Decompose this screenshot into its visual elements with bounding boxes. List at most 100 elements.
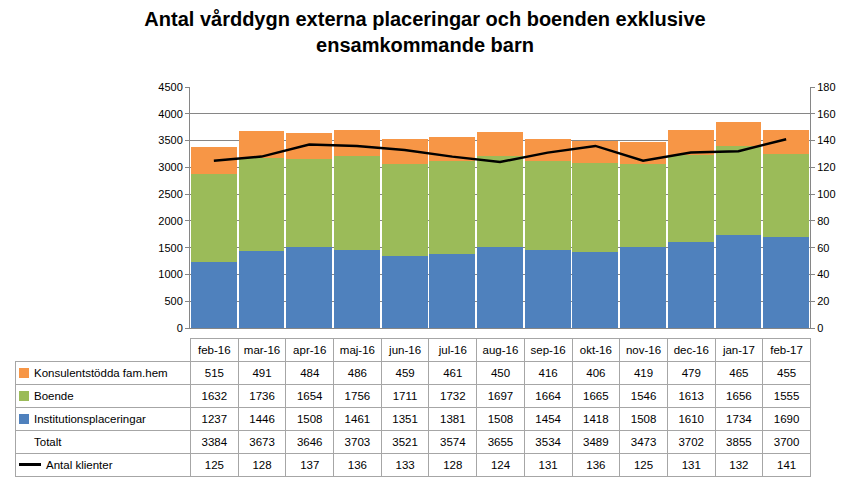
html-text:3473: 3473 [630, 436, 657, 448]
html-text:1446: 1446 [249, 413, 275, 425]
svg-text:3500: 3500 [158, 134, 182, 146]
html-text:1610: 1610 [678, 413, 704, 425]
svg-text:1500: 1500 [158, 242, 182, 254]
svg-text:4500: 4500 [158, 81, 182, 93]
html-text:1654: 1654 [296, 390, 323, 402]
html-text:1508: 1508 [296, 413, 323, 425]
html-text:1736: 1736 [249, 390, 275, 402]
svg-text:1000: 1000 [158, 268, 182, 280]
html-text:3702: 3702 [678, 436, 704, 448]
html-text:feb-16: feb-16 [198, 344, 231, 356]
html-text:Institutionsplaceringar: Institutionsplaceringar [34, 413, 146, 425]
html-text:3703: 3703 [344, 436, 371, 448]
svg-text:100: 100 [817, 188, 835, 200]
svg-text:180: 180 [817, 81, 835, 93]
html-text:459: 459 [395, 367, 415, 379]
html-text:486: 486 [347, 367, 367, 379]
html-text:1454: 1454 [535, 413, 561, 425]
html-text:419: 419 [633, 367, 654, 379]
html-text:416: 416 [538, 367, 558, 379]
html-text:1237: 1237 [201, 413, 228, 425]
html-text:1697: 1697 [487, 390, 514, 402]
html-text:mar-16: mar-16 [243, 344, 281, 356]
html-text:1381: 1381 [440, 413, 466, 425]
html-text:131: 131 [538, 459, 558, 471]
html-text:Antal vårddygn externa placeri: Antal vårddygn externa placeringar och b… [144, 8, 706, 56]
html-text:125: 125 [204, 459, 224, 471]
svg-text:2000: 2000 [158, 215, 182, 227]
html-text:128: 128 [443, 459, 463, 471]
svg-text:140: 140 [817, 134, 835, 146]
html-text:3700: 3700 [773, 436, 800, 448]
html-text:1665: 1665 [583, 390, 609, 402]
html-text:461: 461 [443, 367, 463, 379]
html-text:sep-16: sep-16 [530, 344, 566, 356]
html-text:apr-16: apr-16 [293, 344, 327, 356]
html-text:1664: 1664 [535, 390, 561, 402]
html-text:jun-16: jun-16 [389, 344, 422, 356]
html-text:1690: 1690 [773, 413, 800, 425]
html-text:1732: 1732 [440, 390, 466, 402]
html-text:3646: 3646 [296, 436, 323, 448]
html-text:133: 133 [395, 459, 415, 471]
html-text:455: 455 [777, 367, 797, 379]
html-text:maj-16: maj-16 [339, 344, 375, 356]
html-text:124: 124 [490, 459, 511, 471]
svg-text:60: 60 [817, 242, 829, 254]
html-text:1734: 1734 [726, 413, 752, 425]
svg-text:160: 160 [817, 108, 835, 120]
html-text:1613: 1613 [678, 390, 704, 402]
html-text:aug-16: aug-16 [482, 344, 519, 356]
html-text:3655: 3655 [487, 436, 514, 448]
html-text:Totalt: Totalt [34, 436, 62, 448]
html-text:1632: 1632 [201, 390, 228, 402]
html-text:3855: 3855 [726, 436, 752, 448]
html-text:dec-16: dec-16 [673, 344, 709, 356]
html-text:1418: 1418 [583, 413, 609, 425]
html-text:1555: 1555 [773, 390, 800, 402]
svg-text:0: 0 [817, 322, 823, 334]
svg-text:2500: 2500 [158, 188, 182, 200]
html-text:1546: 1546 [630, 390, 657, 402]
svg-text:120: 120 [817, 161, 835, 173]
html-text:feb-17: feb-17 [770, 344, 803, 356]
html-text:1756: 1756 [344, 390, 371, 402]
html-text:136: 136 [347, 459, 367, 471]
html-text:okt-16: okt-16 [579, 344, 612, 356]
svg-text:500: 500 [164, 295, 182, 307]
html-text:Boende: Boende [34, 390, 74, 402]
svg-text:20: 20 [817, 295, 829, 307]
html-text:3574: 3574 [440, 436, 466, 448]
html-text:484: 484 [300, 367, 320, 379]
html-text:406: 406 [586, 367, 606, 379]
html-text:1508: 1508 [630, 413, 657, 425]
svg-text:0: 0 [177, 322, 183, 334]
html-text:3489: 3489 [583, 436, 609, 448]
svg-text:80: 80 [817, 215, 829, 227]
html-text:nov-16: nov-16 [625, 344, 662, 356]
html-text:1461: 1461 [344, 413, 371, 425]
html-text:3673: 3673 [249, 436, 275, 448]
html-text:479: 479 [681, 367, 701, 379]
svg-text:4000: 4000 [158, 108, 182, 120]
svg-text:40: 40 [817, 268, 829, 280]
html-text:1351: 1351 [392, 413, 418, 425]
html-text:1508: 1508 [487, 413, 514, 425]
html-text:3521: 3521 [392, 436, 418, 448]
html-text:136: 136 [586, 459, 606, 471]
html-text:jan-17: jan-17 [722, 344, 755, 356]
html-text:515: 515 [204, 367, 224, 379]
svg-text:3000: 3000 [158, 161, 182, 173]
html-text:137: 137 [300, 459, 320, 471]
html-text:Antal klienter: Antal klienter [46, 459, 113, 471]
html-text:3534: 3534 [535, 436, 561, 448]
html-text:jul-16: jul-16 [438, 344, 467, 356]
html-text:450: 450 [490, 367, 511, 379]
html-text:128: 128 [252, 459, 272, 471]
html-text:1656: 1656 [726, 390, 752, 402]
html-text:491: 491 [252, 367, 272, 379]
html-text:Konsulentstödda fam.hem: Konsulentstödda fam.hem [34, 367, 168, 379]
html-text:1711: 1711 [392, 390, 418, 402]
html-text:465: 465 [729, 367, 749, 379]
html-text:3384: 3384 [201, 436, 228, 448]
